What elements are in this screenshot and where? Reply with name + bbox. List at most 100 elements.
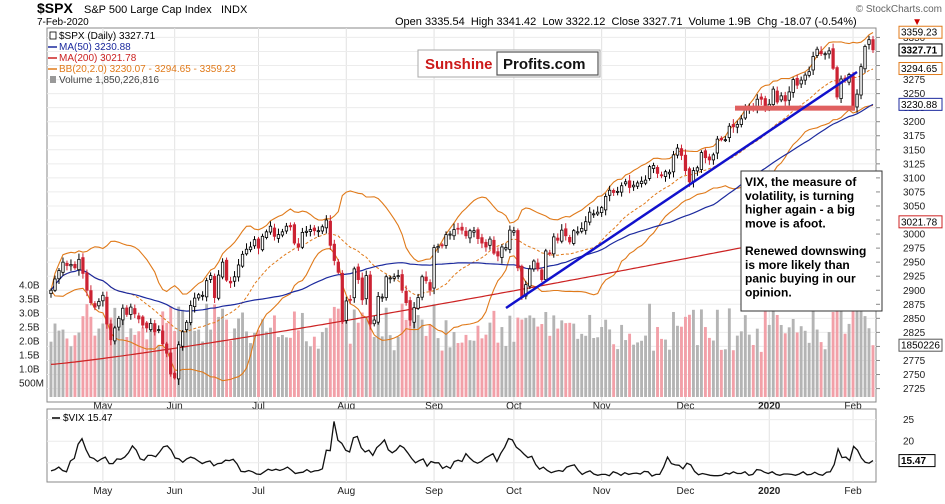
candle-body: [312, 227, 316, 232]
volume-bar: [344, 306, 348, 397]
volume-bar: [448, 347, 452, 397]
volume-bar: [165, 322, 169, 397]
volume-bar: [715, 309, 719, 397]
volume-bar: [620, 324, 624, 397]
volume-bar: [181, 309, 185, 397]
volume-bar: [803, 330, 807, 397]
volume-bar: [304, 341, 308, 397]
exchange-label: INDX: [221, 4, 248, 16]
volume-bar: [795, 332, 799, 397]
candle-body: [117, 317, 121, 328]
volume-tick-label: 1.5B: [19, 351, 40, 362]
index-name: S&P 500 Large Cap Index: [84, 4, 212, 16]
volume-bar: [859, 307, 863, 397]
volume-bar: [444, 320, 448, 397]
volume-bar: [384, 307, 388, 397]
volume-bar: [548, 335, 552, 397]
volume-bar: [229, 340, 232, 397]
volume-tick-label: 1.0B: [19, 365, 40, 376]
candle-body: [276, 234, 281, 239]
volume-bar: [528, 315, 532, 397]
price-box-label: 3359.23: [901, 28, 938, 39]
candle-body: [93, 303, 97, 308]
candle-body: [851, 75, 855, 108]
volume-bar: [101, 323, 105, 397]
candle-body: [552, 236, 556, 255]
candle-body: [145, 322, 149, 329]
volume-bar: [676, 325, 679, 397]
volume-bar: [851, 305, 855, 397]
volume-bar: [209, 329, 213, 397]
vix-value-box: [898, 454, 936, 468]
volume-bar: [340, 313, 344, 397]
candle-body: [65, 262, 69, 266]
volume-bar: [133, 334, 137, 397]
candle-body: [548, 252, 552, 255]
volume-bar: [640, 340, 643, 397]
volume-bar: [572, 323, 576, 397]
candle-body: [576, 231, 580, 234]
candlesticks: [49, 35, 875, 385]
candle-body: [863, 46, 867, 70]
candle-body: [783, 95, 787, 102]
candle-body: [408, 300, 412, 321]
candle-body: [815, 48, 819, 56]
volume-bar: [328, 318, 332, 397]
candle-body: [651, 165, 656, 169]
month-label: Jul: [252, 401, 265, 412]
price-tick-label: 2900: [903, 286, 926, 297]
candle-body: [871, 39, 875, 51]
candle-body: [300, 231, 305, 248]
candle-body: [444, 234, 448, 246]
volume-bar: [779, 324, 783, 397]
candle-body: [173, 372, 177, 379]
candle-body: [504, 247, 508, 250]
volume-bar: [540, 324, 544, 397]
candle-body: [703, 150, 708, 159]
volume-bar: [600, 327, 604, 397]
volume-bar: [153, 329, 157, 397]
legend-entry: $SPX (Daily) 3327.71: [59, 31, 156, 42]
candle-body: [663, 171, 668, 177]
price-box-label: 3230.88: [901, 100, 938, 111]
vix-panel: [46, 408, 877, 483]
vix-value-label: 15.47: [901, 456, 926, 467]
volume-bar: [428, 324, 432, 397]
candle-body: [113, 327, 117, 342]
volume-bar: [85, 304, 89, 397]
volume-bar: [440, 350, 444, 397]
candle-body: [320, 226, 324, 232]
candle-body: [711, 154, 716, 161]
price-tick-label: 2875: [903, 300, 926, 311]
volume-bar: [73, 335, 77, 397]
volume-bar: [217, 316, 221, 397]
volume-bar: [173, 330, 177, 397]
volume-bar: [456, 343, 460, 397]
candle-body: [560, 229, 564, 242]
candle-body: [508, 229, 512, 250]
candle-body: [252, 239, 257, 247]
candle-body: [53, 278, 57, 291]
candle-body: [348, 298, 352, 301]
volume-bar: [81, 316, 85, 397]
candle-body: [85, 272, 89, 291]
candle-body: [49, 289, 53, 295]
candle-body: [799, 79, 803, 85]
month-label: Jul: [252, 486, 265, 497]
volume-bar: [839, 310, 843, 397]
price-tick-label: 2825: [903, 328, 926, 339]
volume-bar: [308, 346, 312, 397]
volume-bar: [775, 314, 779, 397]
candle-body: [580, 228, 584, 232]
annotation-line: opinion.: [745, 285, 792, 299]
volume-tick-label: 2.5B: [19, 323, 40, 334]
volume-bar: [300, 312, 304, 397]
month-labels-top: May Jun Jul Aug Sep Oct Nov Dec 2020 Feb: [93, 401, 862, 412]
candle-body: [197, 294, 201, 299]
candle-body: [735, 124, 739, 128]
candle-body: [655, 167, 660, 174]
candle-body: [304, 230, 308, 233]
candle-body: [476, 229, 480, 239]
